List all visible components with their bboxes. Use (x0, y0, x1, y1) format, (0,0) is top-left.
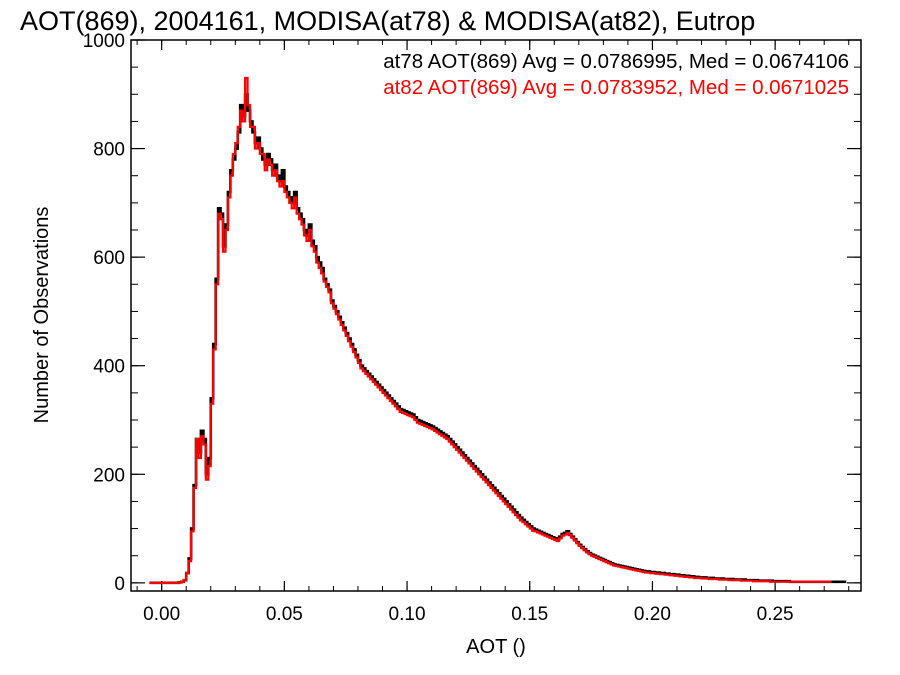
y-tick-label: 600 (93, 248, 125, 269)
x-tick-label: 0.05 (266, 604, 303, 625)
x-tick-label: 0.10 (389, 604, 426, 625)
plot-frame (130, 39, 862, 592)
x-axis-label: AOT () (466, 636, 526, 658)
axis-ticks: 0.00 0.05 0.10 0.15 0.20 0.25 0 200 400 600 800 100… (83, 31, 861, 625)
x-tick-label: 0.00 (143, 604, 180, 625)
x-tick-label: 0.25 (757, 604, 794, 625)
series-line-at82 (149, 76, 832, 584)
series-layer (149, 76, 847, 585)
legend: at78 AOT(869) Avg = 0.0786995, Med = 0.0… (383, 50, 849, 99)
y-tick-label: 800 (93, 140, 125, 161)
y-tick-label: 200 (93, 465, 125, 486)
legend-entry-at78: at78 AOT(869) Avg = 0.0786995, Med = 0.0… (383, 50, 849, 73)
x-tick-label: 0.20 (634, 604, 671, 625)
y-tick-label: 0 (114, 574, 125, 595)
y-tick-label: 400 (93, 357, 125, 378)
legend-entry-at82: at82 AOT(869) Avg = 0.0783952, Med = 0.0… (383, 76, 849, 99)
series-line-at78 (149, 92, 847, 585)
x-tick-label: 0.15 (511, 604, 548, 625)
y-axis-label: Number of Observations (31, 207, 53, 424)
y-tick-label: 1000 (83, 31, 125, 52)
chart-title: AOT(869), 2004161, MODISA(at78) & MODISA… (20, 6, 755, 36)
